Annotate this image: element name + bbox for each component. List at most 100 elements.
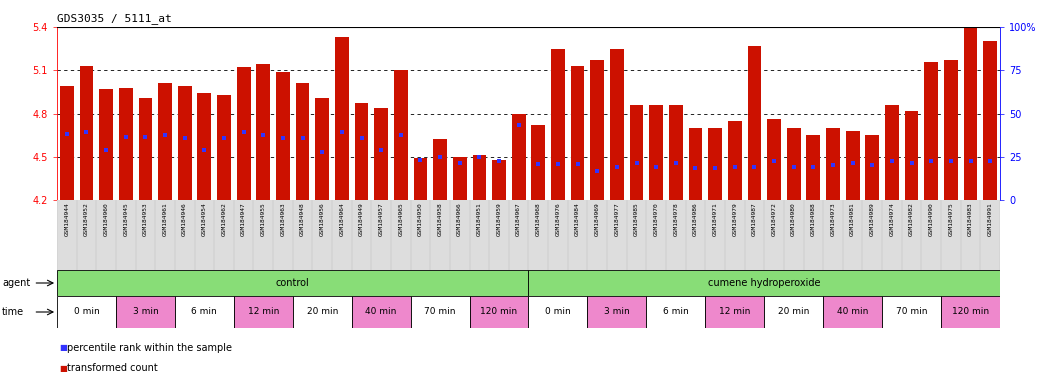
Text: ■: ■ (59, 343, 66, 352)
Bar (882, 296, 941, 328)
Bar (293, 296, 352, 328)
Text: GSM184954: GSM184954 (201, 202, 207, 236)
Text: GSM184950: GSM184950 (418, 202, 422, 236)
Bar (80, 66, 93, 200)
Bar (630, 105, 644, 200)
Bar (925, 61, 938, 200)
Text: 3 min: 3 min (133, 308, 158, 316)
Text: 70 min: 70 min (425, 308, 456, 316)
Text: GSM184952: GSM184952 (84, 202, 89, 236)
Text: GSM184980: GSM184980 (791, 202, 796, 236)
Text: 40 min: 40 min (365, 308, 397, 316)
Text: GSM184964: GSM184964 (339, 202, 345, 236)
Text: GSM184965: GSM184965 (399, 202, 404, 236)
Bar (767, 119, 781, 200)
Bar (905, 111, 919, 200)
Text: 120 min: 120 min (481, 308, 518, 316)
Text: GSM184963: GSM184963 (280, 202, 285, 236)
Text: 12 min: 12 min (719, 308, 750, 316)
Bar (316, 98, 329, 200)
Bar (217, 95, 230, 200)
Bar (531, 125, 545, 200)
Bar (453, 157, 467, 200)
Text: transformed count: transformed count (67, 363, 158, 373)
Bar (728, 121, 742, 200)
Bar (116, 296, 174, 328)
Bar (668, 105, 683, 200)
Text: GSM184978: GSM184978 (674, 202, 679, 236)
Bar (610, 49, 624, 200)
Text: GSM184967: GSM184967 (516, 202, 521, 236)
Text: GSM184975: GSM184975 (949, 202, 953, 236)
Bar (528, 270, 1000, 296)
Text: GSM184988: GSM184988 (811, 202, 816, 236)
Bar (688, 128, 703, 200)
Text: 0 min: 0 min (545, 308, 571, 316)
Bar (256, 65, 270, 200)
Bar (57, 270, 528, 296)
Text: control: control (276, 278, 309, 288)
Bar (885, 105, 899, 200)
Text: GSM184976: GSM184976 (555, 202, 561, 236)
Text: 6 min: 6 min (191, 308, 217, 316)
Bar (355, 103, 368, 200)
Bar (705, 296, 764, 328)
Bar (823, 296, 882, 328)
Bar (197, 93, 211, 200)
Bar (469, 296, 528, 328)
Bar (413, 158, 428, 200)
Text: GSM184955: GSM184955 (261, 202, 266, 236)
Text: GSM184983: GSM184983 (968, 202, 973, 236)
Bar (866, 135, 879, 200)
Bar (787, 128, 800, 200)
Bar (650, 105, 663, 200)
Bar (177, 86, 192, 200)
Text: 0 min: 0 min (74, 308, 100, 316)
Text: GSM184958: GSM184958 (438, 202, 442, 236)
Bar (411, 296, 469, 328)
Text: GSM184948: GSM184948 (300, 202, 305, 236)
Bar (747, 46, 761, 200)
Text: GSM184968: GSM184968 (536, 202, 541, 236)
Text: 20 min: 20 min (778, 308, 810, 316)
Text: GDS3035 / 5111_at: GDS3035 / 5111_at (57, 13, 171, 24)
Text: GSM184966: GSM184966 (458, 202, 462, 236)
Text: GSM184949: GSM184949 (359, 202, 364, 236)
Text: GSM184970: GSM184970 (654, 202, 659, 236)
Text: 40 min: 40 min (837, 308, 869, 316)
Text: GSM184947: GSM184947 (241, 202, 246, 236)
Text: GSM184945: GSM184945 (124, 202, 129, 236)
Bar (352, 296, 411, 328)
Text: GSM184961: GSM184961 (163, 202, 167, 236)
Bar (647, 296, 705, 328)
Text: GSM184946: GSM184946 (183, 202, 187, 236)
Bar (983, 41, 998, 200)
Bar (708, 128, 722, 200)
Bar (588, 296, 647, 328)
Text: GSM184990: GSM184990 (929, 202, 934, 236)
Bar (100, 89, 113, 200)
Bar (571, 66, 584, 200)
Text: GSM184989: GSM184989 (870, 202, 875, 236)
Text: GSM184973: GSM184973 (830, 202, 836, 236)
Bar (57, 296, 116, 328)
Text: GSM184977: GSM184977 (614, 202, 620, 236)
Text: GSM184960: GSM184960 (104, 202, 109, 236)
Bar (528, 296, 588, 328)
Text: GSM184959: GSM184959 (496, 202, 501, 236)
Bar (234, 296, 293, 328)
Text: GSM184971: GSM184971 (713, 202, 717, 236)
Bar (764, 296, 823, 328)
Bar (433, 139, 447, 200)
Text: 12 min: 12 min (248, 308, 279, 316)
Text: GSM184991: GSM184991 (988, 202, 992, 236)
Bar (941, 296, 1000, 328)
Text: GSM184972: GSM184972 (771, 202, 776, 236)
Text: 70 min: 70 min (896, 308, 927, 316)
Bar (846, 131, 859, 200)
Bar (296, 83, 309, 200)
Text: GSM184985: GSM184985 (634, 202, 639, 236)
Bar (472, 155, 486, 200)
Text: 20 min: 20 min (306, 308, 338, 316)
Bar (551, 49, 565, 200)
